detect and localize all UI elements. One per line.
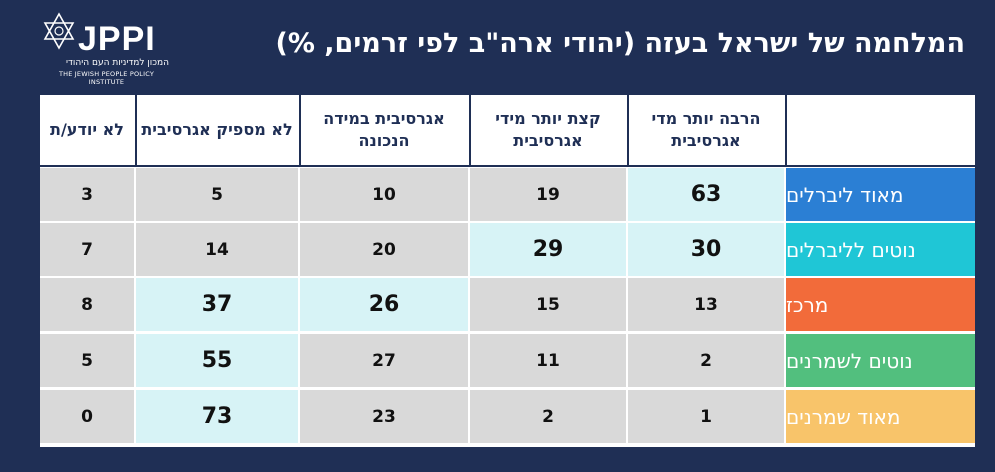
table-cell: 27	[300, 334, 468, 387]
table-cell: 5	[136, 168, 298, 221]
row-label: נוטים לשמרנים	[786, 334, 975, 387]
header-divider	[469, 95, 471, 165]
table-cell: 23	[300, 390, 468, 443]
table-cell: 2	[628, 334, 784, 387]
header-divider	[627, 95, 629, 165]
table-cell: 13	[628, 278, 784, 331]
table-cell: 63	[628, 168, 784, 221]
header-divider	[785, 95, 787, 165]
header-divider	[299, 95, 301, 165]
table-cell: 2	[470, 390, 626, 443]
table-cell: 1	[628, 390, 784, 443]
table-cell: 19	[470, 168, 626, 221]
table-panel: הרבה יותר מדי אגרסיבית קצת יותר מידי אגרס…	[40, 95, 975, 447]
column-header: הרבה יותר מדי אגרסיבית	[651, 109, 761, 150]
jppi-logo: JPPI המכון למדיניות העם היהודי THE JEWIS…	[42, 12, 182, 86]
table-cell: 3	[40, 168, 134, 221]
row-label: נוטים לליברלים	[786, 223, 975, 276]
table-cell: 15	[470, 278, 626, 331]
table-cell: 11	[470, 334, 626, 387]
logo-brand: JPPI	[78, 20, 156, 58]
table-cell: 73	[136, 390, 298, 443]
table-cell: 8	[40, 278, 134, 331]
row-label: מאוד שמרנים	[786, 390, 975, 443]
header-divider	[135, 95, 137, 165]
table-cell: 10	[300, 168, 468, 221]
star-of-david-icon	[43, 12, 75, 50]
table-cell: 29	[470, 223, 626, 276]
table-cell: 37	[136, 278, 298, 331]
chart-title: המלחמה של ישראל בעזה (יהודי ארה"ב לפי זר…	[275, 28, 965, 59]
table-cell: 7	[40, 223, 134, 276]
logo-subtitle-hebrew: המכון למדיניות העם היהודי	[65, 58, 169, 68]
table-cell: 26	[300, 278, 468, 331]
table-cell: 14	[136, 223, 298, 276]
data-table: הרבה יותר מדי אגרסיבית קצת יותר מידי אגרס…	[40, 95, 975, 447]
table-cell: 20	[300, 223, 468, 276]
logo-subtitle-english: THE JEWISH PEOPLE POLICY INSTITUTE	[58, 70, 155, 86]
row-label: מרכז	[786, 278, 975, 331]
column-header: לא מספיק אגרסיבית	[141, 120, 293, 139]
table-cell: 30	[628, 223, 784, 276]
table-cell: 0	[40, 390, 134, 443]
column-header: קצת יותר מידי אגרסיבית	[495, 109, 601, 150]
row-label: מאוד ליברלים	[786, 168, 975, 221]
table-cell: 55	[136, 334, 298, 387]
column-header: אגרסיבית במידה הנכונה	[323, 109, 445, 150]
header-underline	[40, 165, 975, 167]
table-cell: 5	[40, 334, 134, 387]
column-header: לא יודע/ת	[50, 120, 124, 139]
